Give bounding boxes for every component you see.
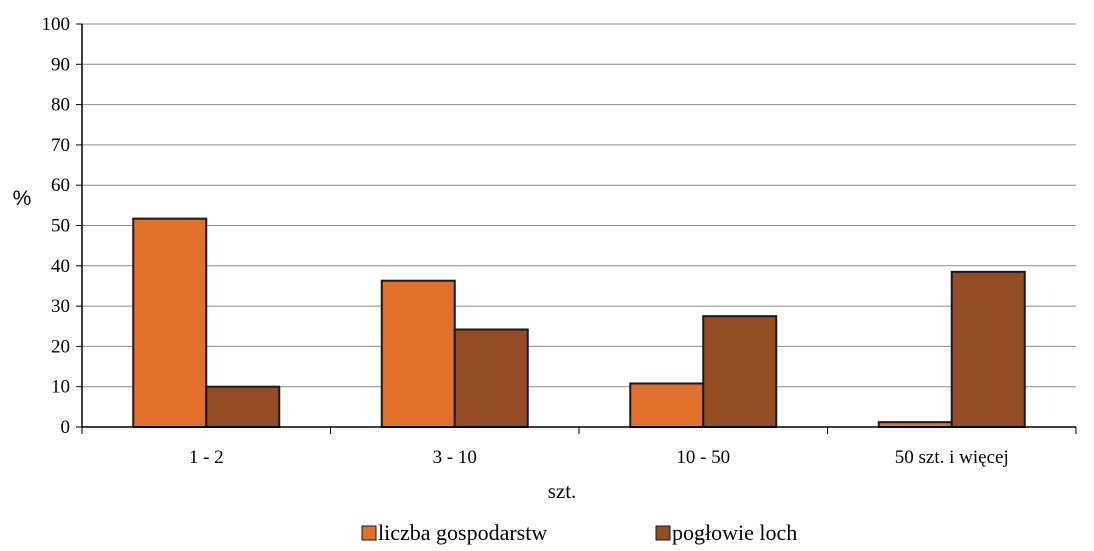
x-axis-ticks: 1 - 2 3 - 10 10 - 50 50 szt. i więcej xyxy=(81,427,1077,468)
y-tick-label: 80 xyxy=(51,95,70,116)
bar-liczba-gospodarstw xyxy=(132,217,208,428)
y-tick-label: 90 xyxy=(51,54,70,75)
x-tick-label: 10 - 50 xyxy=(676,447,730,468)
y-tick-label: 10 xyxy=(51,377,70,398)
legend: liczba gospodarstw pogłowie loch xyxy=(361,520,797,545)
grid-lines xyxy=(82,23,1076,388)
bar-poglowie-loch xyxy=(950,270,1026,428)
y-tick-label: 60 xyxy=(51,175,70,196)
y-tick-label: 100 xyxy=(42,14,71,35)
y-tick-label: 70 xyxy=(51,135,70,156)
bars xyxy=(132,217,1026,429)
bar-poglowie-loch xyxy=(702,315,778,428)
bar-poglowie-loch xyxy=(205,385,281,429)
x-tick-label: 1 - 2 xyxy=(189,447,224,468)
y-axis-ticks: 0 10 20 30 40 50 60 70 80 90 100 xyxy=(42,14,82,438)
y-tick-label: 40 xyxy=(51,256,70,277)
y-axis-label: % xyxy=(13,187,32,210)
legend-swatch xyxy=(655,525,671,541)
y-tick-label: 30 xyxy=(51,296,70,317)
legend-label: liczba gospodarstw xyxy=(378,520,547,545)
bar-liczba-gospodarstw xyxy=(629,382,705,429)
y-tick-label: 50 xyxy=(51,216,70,237)
bar-poglowie-loch xyxy=(453,328,529,428)
legend-swatch xyxy=(361,525,377,541)
y-tick-label: 0 xyxy=(61,417,71,438)
legend-label: pogłowie loch xyxy=(672,520,797,545)
y-tick-label: 20 xyxy=(51,336,70,357)
x-axis-label: szt. xyxy=(548,479,577,503)
bar-liczba-gospodarstw xyxy=(380,279,456,428)
x-tick-label: 3 - 10 xyxy=(433,447,477,468)
x-tick-label: 50 szt. i więcej xyxy=(895,447,1009,468)
